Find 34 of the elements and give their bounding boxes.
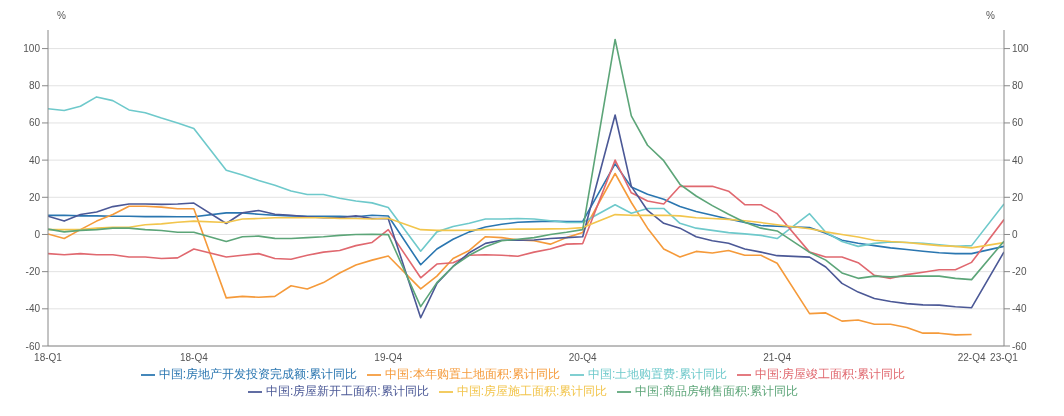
y2-tick-label: 40 [1012, 154, 1024, 166]
y2-tick-label: 60 [1012, 117, 1024, 129]
legend-label: 中国:房屋新开工面积:累计同比 [265, 384, 429, 398]
legend-label: 中国:土地购置费:累计同比 [588, 367, 727, 381]
legend-label: 中国:房屋施工面积:累计同比 [456, 384, 608, 398]
y-tick-label: 40 [28, 154, 41, 166]
x-tick-label: 18-Q1 [34, 352, 63, 364]
y-tick-label: -60 [25, 340, 41, 352]
y2-tick-label: 20 [1012, 191, 1024, 203]
y2-tick-label: -60 [1012, 340, 1027, 352]
y-tick-label: 0 [34, 229, 41, 241]
y2-tick-label: -40 [1012, 303, 1027, 315]
x-tick-label: 20-Q4 [568, 352, 598, 364]
y2-tick-label: 0 [1012, 229, 1018, 241]
x-tick-label: 22-Q4 [957, 352, 986, 364]
legend-label: 中国:房地产开发投资完成额:累计同比 [158, 367, 358, 381]
y2-tick-label: 80 [1012, 80, 1024, 92]
y-tick-label: -20 [25, 266, 41, 278]
y2-tick-label: 100 [1012, 43, 1030, 55]
x-tick-label: 23-Q1 [990, 352, 1019, 364]
y-tick-label: 60 [28, 117, 41, 129]
y-tick-label: 80 [28, 80, 41, 92]
legend-label: 中国:房屋竣工面积:累计同比 [754, 367, 906, 381]
y-tick-label: -40 [25, 303, 41, 315]
x-tick-label: 18-Q4 [179, 352, 209, 364]
legend-label: 中国:本年购置土地面积:累计同比 [385, 367, 560, 381]
y2-axis-title: % [986, 10, 995, 22]
x-tick-label: 19-Q4 [374, 352, 403, 364]
y2-tick-label: -20 [1012, 266, 1027, 278]
y-tick-label: 20 [28, 191, 41, 203]
legend-label: 中国:商品房销售面积:累计同比 [635, 384, 798, 398]
x-tick-label: 21-Q4 [763, 352, 792, 364]
y-tick-label: 100 [23, 43, 41, 55]
y-axis-title: % [57, 10, 67, 22]
